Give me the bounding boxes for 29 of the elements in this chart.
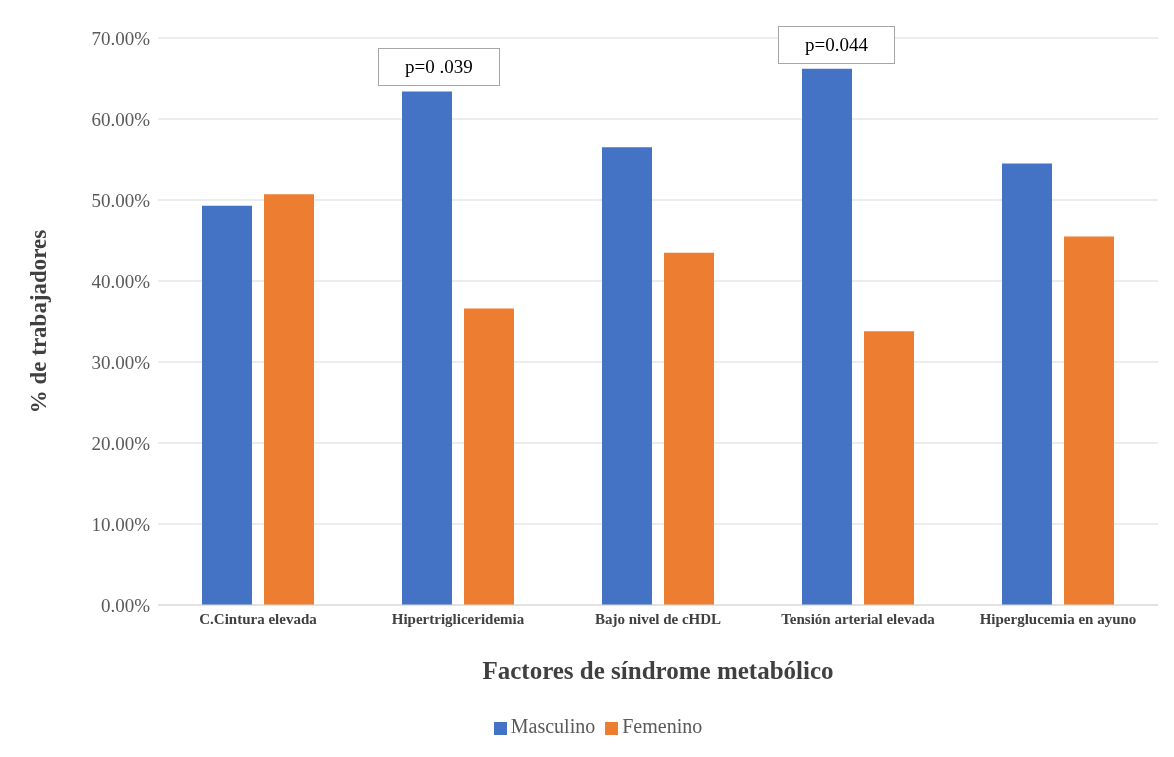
y-tick-label: 40.00% xyxy=(91,270,151,292)
bar xyxy=(602,147,652,605)
legend-label: Femenino xyxy=(622,715,703,737)
legend-label: Masculino xyxy=(510,715,596,737)
x-tick-label: Tensión arterial elevada xyxy=(781,610,936,627)
y-axis-title: % de trabajadores xyxy=(26,229,52,414)
bar xyxy=(264,194,314,605)
bar xyxy=(1002,163,1052,605)
y-tick-label: 20.00% xyxy=(91,432,151,454)
y-tick-label: 10.00% xyxy=(91,513,151,535)
x-tick-label: Hipertrigliceridemia xyxy=(391,610,525,627)
bar xyxy=(664,252,714,605)
bar xyxy=(864,331,914,605)
bar xyxy=(464,308,514,605)
bar xyxy=(802,68,852,605)
bar xyxy=(1064,236,1114,605)
annotation: p=0.044 xyxy=(778,26,895,64)
y-tick-label: 50.00% xyxy=(91,189,151,211)
x-axis-title: Factores de síndrome metabólico xyxy=(482,657,834,684)
y-tick-label: 0.00% xyxy=(100,594,151,616)
x-tick-label: C.Cintura elevada xyxy=(199,610,318,627)
bar xyxy=(402,91,452,605)
x-tick-label: Hiperglucemia en ayuno xyxy=(979,610,1137,627)
y-tick-label: 30.00% xyxy=(91,351,151,373)
y-tick-label: 60.00% xyxy=(91,108,151,130)
annotation: p=0 .039 xyxy=(378,48,500,86)
bar xyxy=(202,205,252,605)
x-tick-label: Bajo nivel de cHDL xyxy=(594,610,722,627)
y-tick-label: 70.00% xyxy=(91,27,151,49)
